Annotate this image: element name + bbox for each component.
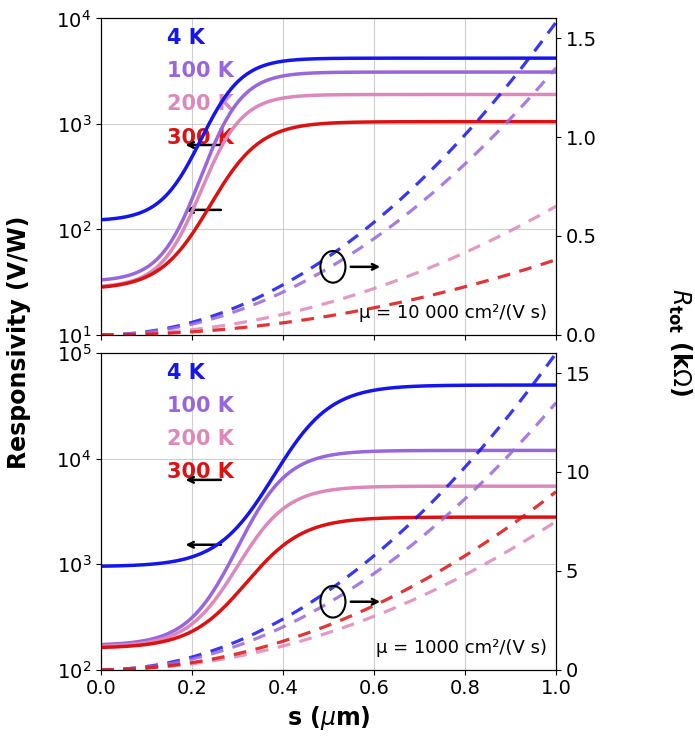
Text: 4 K: 4 K bbox=[167, 28, 204, 48]
Text: 100 K: 100 K bbox=[167, 396, 234, 416]
Text: 200 K: 200 K bbox=[167, 94, 234, 114]
Text: 200 K: 200 K bbox=[167, 429, 234, 449]
Text: μ = 10 000 cm²/(V s): μ = 10 000 cm²/(V s) bbox=[359, 304, 547, 322]
X-axis label: s ($\mu$m): s ($\mu$m) bbox=[286, 704, 370, 732]
Text: μ = 1000 cm²/(V s): μ = 1000 cm²/(V s) bbox=[376, 639, 547, 657]
Text: 300 K: 300 K bbox=[167, 462, 234, 483]
Text: 4 K: 4 K bbox=[167, 363, 204, 383]
Text: Responsivity (V/W): Responsivity (V/W) bbox=[8, 216, 31, 469]
Text: 100 K: 100 K bbox=[167, 61, 234, 81]
Text: $R_\mathregular{tot}$ (k$\Omega$): $R_\mathregular{tot}$ (k$\Omega$) bbox=[666, 289, 694, 396]
Text: 300 K: 300 K bbox=[167, 127, 234, 148]
